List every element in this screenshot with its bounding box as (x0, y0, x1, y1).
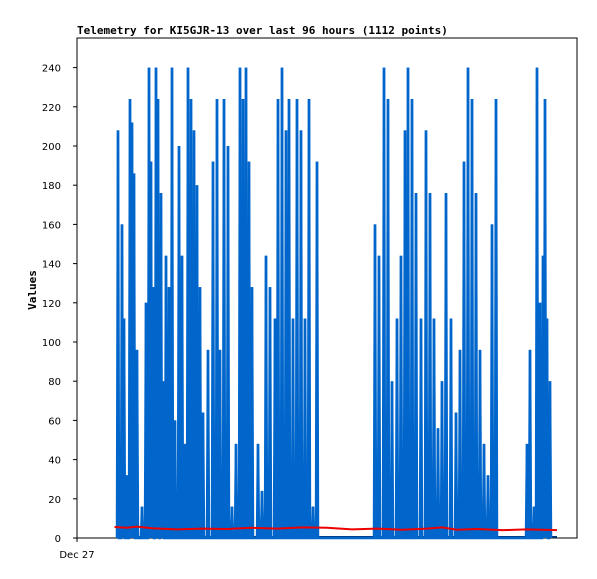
y-tick-label: 180 (42, 181, 61, 192)
y-tick-label: 60 (48, 416, 61, 427)
y-tick-label: 200 (42, 142, 61, 153)
y-tick-label: 240 (42, 64, 61, 75)
y-tick-label: 100 (42, 338, 61, 349)
chart-title: Telemetry for KI5GJR-13 over last 96 hou… (77, 24, 448, 37)
y-tick-label: 40 (48, 456, 61, 467)
y-axis-label: Values (26, 270, 39, 310)
blue-spike-series (115, 67, 557, 540)
y-tick-label: 120 (42, 299, 61, 310)
y-tick-label: 220 (42, 103, 61, 114)
y-tick-label: 140 (42, 260, 61, 271)
x-tick-label: Dec 27 (59, 550, 94, 561)
red-line-series (114, 525, 558, 532)
y-tick-label: 0 (55, 534, 61, 545)
y-tick-label: 20 (48, 495, 61, 506)
red-line-path (114, 525, 558, 532)
y-tick-label: 160 (42, 220, 61, 231)
y-axis: 0 20 40 60 80 100 120 140 160 180 200 220 240 (42, 64, 77, 545)
y-tick-label: 80 (48, 377, 61, 388)
x-axis: Dec 27 (59, 538, 95, 561)
